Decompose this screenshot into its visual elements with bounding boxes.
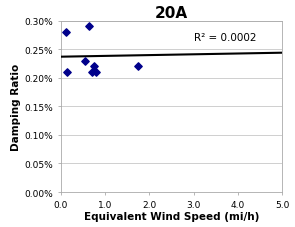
Point (65, 71, 70, 75)
Point (83, 60, 87, 63)
Point (89, 71, 94, 75)
Point (91, 65, 96, 69)
Point (64, 31, 68, 35)
Title: 20A: 20A (155, 5, 188, 20)
Point (136, 65, 140, 69)
Y-axis label: Damping Ratio: Damping Ratio (12, 64, 22, 150)
Point (87, 25, 92, 29)
X-axis label: Equivalent Wind Speed (mi/h): Equivalent Wind Speed (mi/h) (84, 212, 259, 222)
Point (94, 71, 99, 75)
Text: R² = 0.0002: R² = 0.0002 (194, 32, 256, 42)
